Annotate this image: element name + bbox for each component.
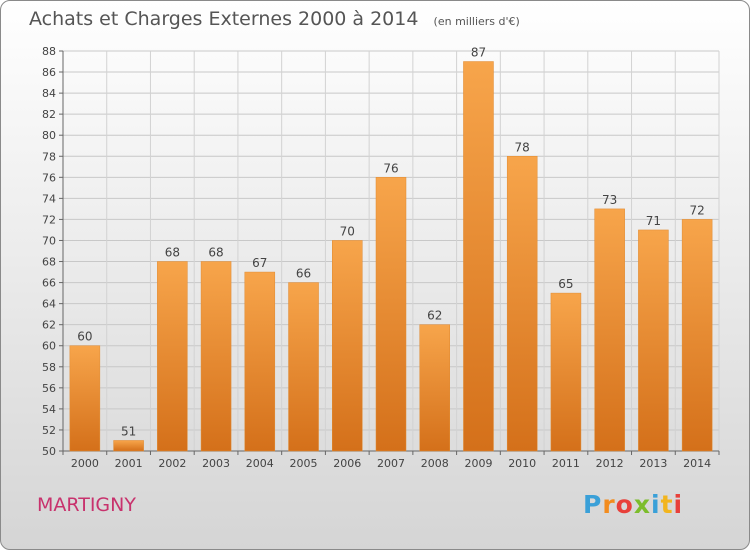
value-label: 66 xyxy=(296,267,311,281)
value-label: 60 xyxy=(77,330,92,344)
x-tick-label: 2004 xyxy=(246,457,274,470)
city-name: MARTIGNY xyxy=(37,494,136,516)
y-tick-label: 52 xyxy=(42,424,56,437)
y-tick-label: 70 xyxy=(42,234,56,247)
proxiti-logo: Proxiti xyxy=(583,490,683,519)
value-label: 78 xyxy=(515,140,530,154)
chart-title: Achats et Charges Externes 2000 à 2014 xyxy=(29,8,419,30)
bar-2004 xyxy=(244,271,276,452)
x-tick-label: 2007 xyxy=(377,457,405,470)
y-tick-label: 82 xyxy=(42,108,56,121)
bar-2010 xyxy=(506,156,538,452)
y-tick-label: 62 xyxy=(42,319,56,332)
value-label: 73 xyxy=(602,193,617,207)
logo-letter: t xyxy=(660,490,674,519)
logo-letter: i xyxy=(673,490,684,519)
x-tick-label: 2001 xyxy=(115,457,143,470)
y-tick-label: 58 xyxy=(42,361,56,374)
x-tick-label: 2011 xyxy=(552,457,580,470)
y-tick-label: 76 xyxy=(42,171,56,184)
bar-2008 xyxy=(419,324,450,452)
bar-2011 xyxy=(550,292,582,452)
y-tick-label: 68 xyxy=(42,256,56,269)
y-tick-label: 50 xyxy=(42,445,56,458)
value-label: 68 xyxy=(165,246,180,260)
bars xyxy=(69,61,713,452)
bar-2012 xyxy=(594,208,625,452)
value-label: 87 xyxy=(471,46,486,60)
value-label: 72 xyxy=(689,203,704,217)
y-tick-label: 88 xyxy=(42,45,56,58)
x-tick-label: 2013 xyxy=(639,457,667,470)
logo-letter: o xyxy=(615,490,634,519)
y-tick-label: 84 xyxy=(42,87,56,100)
bar-2006 xyxy=(332,240,363,452)
y-tick-label: 64 xyxy=(42,298,56,311)
bar-2000 xyxy=(69,345,101,452)
y-tick-label: 86 xyxy=(42,66,56,79)
logo-letter: i xyxy=(651,490,661,519)
title-block: Achats et Charges Externes 2000 à 2014 (… xyxy=(29,8,520,30)
value-label: 71 xyxy=(646,214,661,228)
bar-2002 xyxy=(157,261,188,452)
x-tick-label: 2006 xyxy=(333,457,361,470)
y-tick-label: 54 xyxy=(42,403,56,416)
x-tick-label: 2014 xyxy=(683,457,711,470)
value-label: 51 xyxy=(121,424,136,438)
value-label: 65 xyxy=(558,277,573,291)
bar-2014 xyxy=(681,219,713,452)
x-tick-label: 2002 xyxy=(158,457,186,470)
logo-letter: P xyxy=(583,490,603,519)
bar-2005 xyxy=(288,282,319,452)
y-tick-label: 66 xyxy=(42,277,56,290)
logo-letter: r xyxy=(602,490,616,519)
x-tick-label: 2012 xyxy=(596,457,624,470)
y-tick-label: 56 xyxy=(42,382,56,395)
x-tick-label: 2003 xyxy=(202,457,230,470)
value-label: 67 xyxy=(252,256,267,270)
x-tick-label: 2000 xyxy=(71,457,99,470)
value-label: 62 xyxy=(427,309,442,323)
x-tick-label: 2009 xyxy=(464,457,492,470)
value-label: 76 xyxy=(383,161,398,175)
bar-2009 xyxy=(463,61,494,452)
bar-2007 xyxy=(375,177,407,452)
value-label: 68 xyxy=(208,246,223,260)
bar-2001 xyxy=(113,440,144,452)
y-tick-label: 72 xyxy=(42,213,56,226)
x-tick-label: 2010 xyxy=(508,457,536,470)
y-tick-label: 60 xyxy=(42,340,56,353)
bar-2003 xyxy=(200,261,232,452)
x-tick-label: 2008 xyxy=(421,457,449,470)
x-tick-label: 2005 xyxy=(290,457,318,470)
y-tick-label: 80 xyxy=(42,129,56,142)
labels: 50 52 54 56 58 60 62 64 66 68 70 72 74 76 78 80 82 84 86 88… xyxy=(42,45,711,470)
chart-unit: (en milliers d'€) xyxy=(433,15,520,28)
y-tick-label: 74 xyxy=(42,192,56,205)
bar-2013 xyxy=(638,229,669,452)
y-tick-label: 78 xyxy=(42,150,56,163)
value-label: 70 xyxy=(340,224,355,238)
logo-letter: x xyxy=(633,490,651,519)
